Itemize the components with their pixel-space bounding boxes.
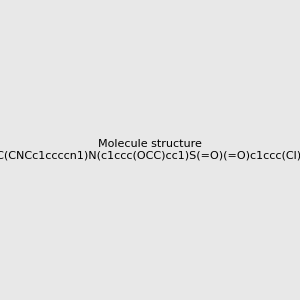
Text: Molecule structure
O=C(CNCc1ccccn1)N(c1ccc(OCC)cc1)S(=O)(=O)c1ccc(Cl)cc1: Molecule structure O=C(CNCc1ccccn1)N(c1c… [0, 139, 300, 161]
